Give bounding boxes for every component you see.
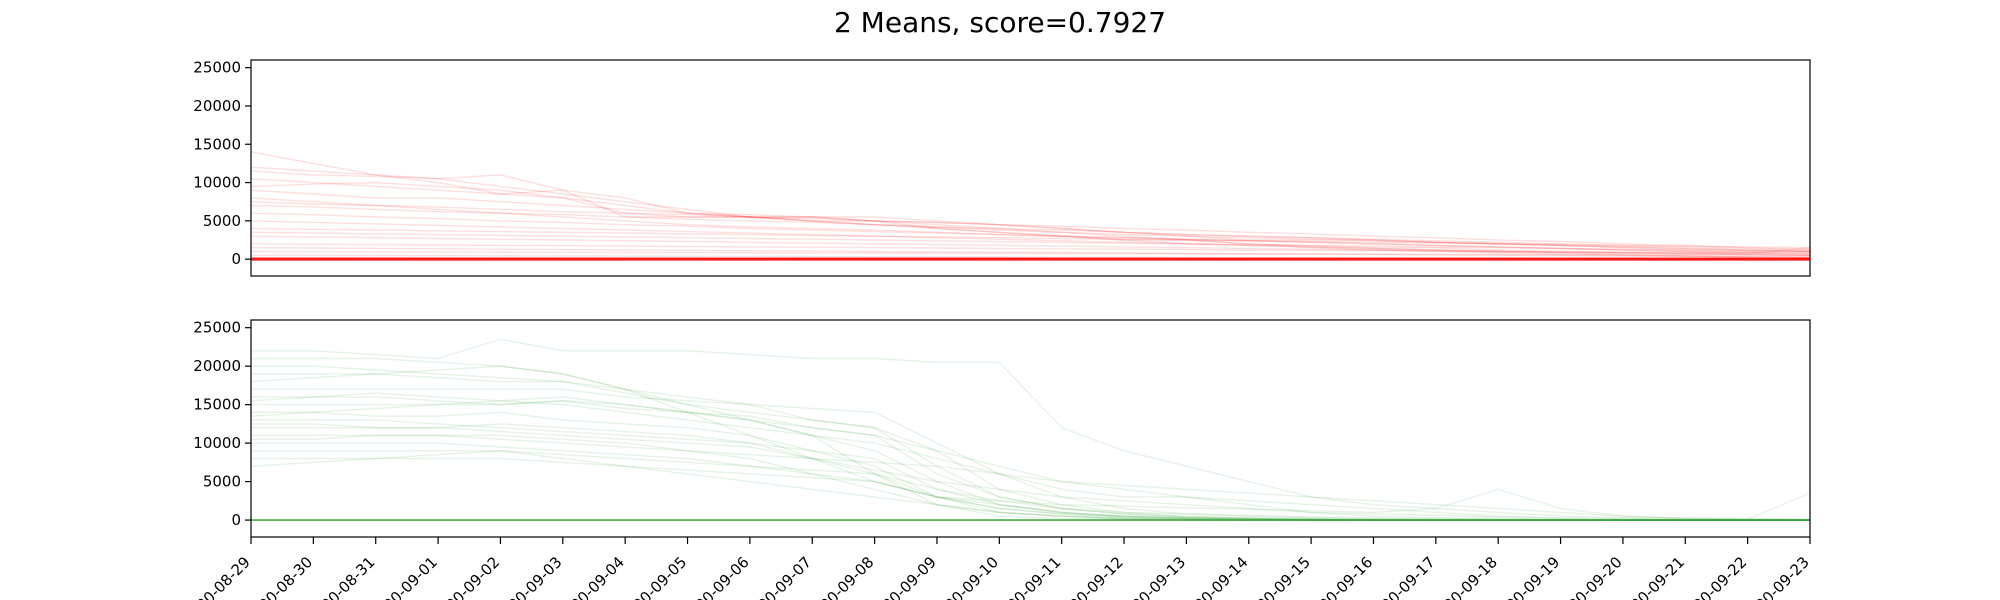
y-tick-label: 20000 (193, 357, 241, 375)
series-line (250, 231, 1811, 253)
series-line (250, 189, 1811, 253)
x-tick-label: 1900-09-03 (491, 553, 565, 600)
x-tick-label: 1900-09-20 (1551, 553, 1625, 600)
y-tick-label: 5000 (203, 473, 241, 491)
x-tick-label: 1900-09-10 (928, 553, 1002, 600)
x-tick-label: 1900-09-13 (1115, 553, 1189, 600)
x-tick-label: 1900-09-02 (429, 553, 503, 600)
x-tick-label: 1900-08-29 (179, 553, 253, 600)
x-tick-label: 1900-09-07 (741, 553, 815, 600)
y-tick-label: 0 (231, 250, 241, 268)
x-tick-label: 1900-09-19 (1489, 553, 1563, 600)
y-tick-label: 15000 (193, 135, 241, 153)
panel-bottom: 0 5000 10000 15000 20000 25000 (193, 319, 1811, 538)
series-line (251, 434, 1811, 520)
series-line (250, 178, 1810, 258)
x-axis: 1900-08-291900-08-301900-08-311900-09-01… (179, 537, 1813, 600)
series-line (250, 243, 1811, 255)
series-line (250, 250, 1811, 257)
series-line (251, 388, 1810, 521)
series-line (250, 170, 1811, 253)
y-tick-label: 5000 (203, 212, 241, 230)
series-line (250, 181, 1811, 259)
x-tick-label: 1900-09-11 (990, 553, 1064, 600)
series-line (250, 396, 1810, 521)
x-tick-label: 1900-09-23 (1738, 553, 1812, 600)
series-line (250, 197, 1811, 256)
x-tick-label: 1900-09-05 (616, 553, 690, 600)
series-line (250, 247, 1811, 258)
series-line (251, 357, 1810, 521)
series-line (250, 227, 1811, 249)
x-tick-label: 1900-09-16 (1302, 553, 1376, 600)
y-tick-label: 0 (231, 511, 241, 529)
axes-frame (250, 319, 1811, 538)
panel-top: 0 5000 10000 15000 20000 25000 (193, 59, 1811, 277)
x-tick-label: 1900-08-31 (304, 553, 378, 600)
x-tick-label: 1900-08-30 (242, 553, 316, 600)
series-line (250, 201, 1811, 250)
series-line (250, 151, 1811, 255)
x-tick-label: 1900-09-21 (1614, 553, 1688, 600)
x-tick-label: 1900-09-14 (1177, 553, 1251, 600)
x-tick-label: 1900-09-17 (1364, 553, 1438, 600)
axes-frame (250, 59, 1811, 277)
x-tick-label: 1900-09-12 (1052, 553, 1126, 600)
y-tick-label: 25000 (193, 319, 241, 337)
series-line (250, 212, 1811, 254)
x-tick-label: 1900-09-08 (803, 553, 877, 600)
x-tick-label: 1900-09-04 (554, 553, 628, 600)
series-line (250, 365, 1811, 521)
y-tick-label: 15000 (193, 396, 241, 414)
series-line (250, 166, 1810, 253)
x-tick-label: 1900-09-15 (1240, 553, 1314, 600)
y-tick-label: 20000 (193, 97, 241, 115)
x-tick-label: 1900-09-22 (1676, 553, 1750, 600)
x-tick-label: 1900-09-09 (865, 553, 939, 600)
x-tick-label: 1900-09-01 (367, 553, 441, 600)
series-line (250, 392, 1811, 521)
y-tick-label: 10000 (193, 174, 241, 192)
series-line (250, 204, 1811, 251)
series-line (250, 235, 1811, 256)
series-line (251, 411, 1810, 521)
x-tick-label: 1900-09-06 (678, 553, 752, 600)
chart-title: 2 Means, score=0.7927 (833, 6, 1167, 39)
series-line (251, 338, 1810, 520)
y-tick-label: 25000 (193, 59, 241, 77)
x-tick-label: 1900-09-18 (1427, 553, 1501, 600)
y-tick-label: 10000 (193, 434, 241, 452)
series-line (250, 220, 1811, 256)
series-line (251, 423, 1810, 521)
